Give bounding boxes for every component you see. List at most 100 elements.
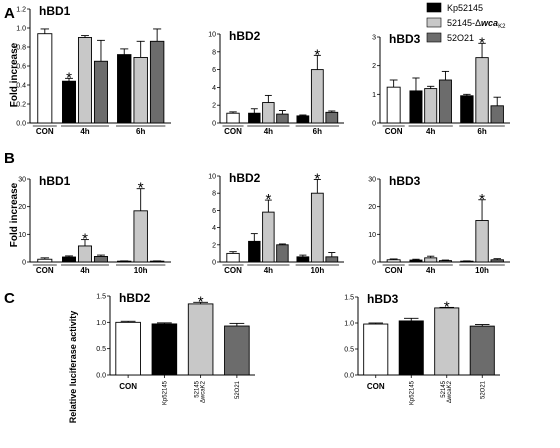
y-tick-label: 0.8 <box>16 45 26 52</box>
chart-title: hBD1 <box>39 174 71 188</box>
bar-con <box>226 251 240 263</box>
bar-rect <box>409 259 423 263</box>
bar-rect <box>310 69 324 124</box>
y-tick-label: 2 <box>212 103 216 110</box>
bar-rect <box>117 54 132 124</box>
bar-52o21 <box>438 70 452 124</box>
bar-rect <box>490 105 504 124</box>
panel-c-ylabel: Relative luciferase activity <box>68 311 78 424</box>
y-tick-label: 0.5 <box>344 347 354 354</box>
group-label-6h: 6h <box>477 127 486 136</box>
group-label-con: CON <box>224 266 242 275</box>
chart-title: hBD3 <box>389 174 421 188</box>
group-label-4h: 4h <box>264 127 273 136</box>
chart-b-hbd2: 0 2 4 6 8 10 hBD2 CON * 4h * 10h <box>208 170 344 275</box>
y-tick-label: 0 <box>372 121 376 128</box>
legend-swatch <box>426 2 442 13</box>
bar-52145-wca <box>133 40 148 124</box>
bar-rect <box>224 325 250 376</box>
significance-star: * <box>66 69 72 86</box>
bar-rect <box>276 244 289 263</box>
bar-rect <box>77 245 92 263</box>
x-tick-label: 52O21 <box>235 380 241 399</box>
bar-rect <box>296 115 310 124</box>
bar-rect <box>62 80 77 124</box>
panel-labels: A B C Fold increase Fold increase Relative lu… <box>4 5 78 423</box>
bar-kp52145 <box>460 260 474 263</box>
y-tick-label: 1 <box>372 92 376 99</box>
group-label-6h: 6h <box>313 127 322 136</box>
panel-a-ylabel: Fold increase <box>9 42 20 107</box>
bar-rect <box>296 256 310 263</box>
bar-52145-wca: * <box>475 191 489 263</box>
bar-kp52145 <box>248 233 261 263</box>
bar-52145-wca: * <box>475 34 489 124</box>
y-tick-label: 6 <box>212 67 216 74</box>
panel-letter-a: A <box>4 5 15 22</box>
y-tick-label: 0 <box>22 260 26 267</box>
legend-item-kp52145: Kp52145 <box>426 2 483 13</box>
bar-rect <box>37 33 53 124</box>
group-label-6h: 6h <box>136 127 145 136</box>
chart-title: hBD3 <box>389 32 421 46</box>
significance-star: * <box>82 231 88 248</box>
group-label-con: CON <box>36 266 54 275</box>
bar-52o21 <box>149 28 165 124</box>
bar-rect <box>475 220 489 263</box>
chart-title: hBD2 <box>229 29 261 43</box>
bar-kp52145 <box>409 258 423 263</box>
bar-con <box>37 257 53 263</box>
y-tick-label: 1.0 <box>344 321 354 328</box>
bar-kp52145 <box>296 114 310 124</box>
legend-label: 52O21 <box>447 33 474 43</box>
bar-rect <box>469 325 495 376</box>
chart-c-hbd3: 0.0 0.5 1.0 1.5 hBD3 CON Kp52145 * 52145 ΔwcaK2 52… <box>344 292 500 405</box>
bar-rect <box>434 307 460 376</box>
y-tick-label: 20 <box>368 204 376 211</box>
bar-rect <box>262 211 275 263</box>
group-label-con: CON <box>36 127 54 136</box>
bar-rect <box>37 258 53 263</box>
chart-title: hBD2 <box>229 171 261 185</box>
y-tick-label: 0.6 <box>16 64 26 71</box>
group-label-4h: 4h <box>80 127 89 136</box>
bar-kp52145 <box>248 108 261 124</box>
y-tick-label: 1.0 <box>96 320 106 327</box>
bar-rect <box>490 259 504 263</box>
bar-52o21 <box>224 322 250 376</box>
bar-rect <box>310 192 324 263</box>
legend-item-52145-wca: 52145-ΔwcaK2 <box>426 17 506 30</box>
chart-b-hbd3: 0 10 20 30 hBD3 CON 4h * 10h <box>368 174 510 275</box>
bar-52145-wca: * <box>434 298 460 376</box>
bar-52145-wca: * <box>310 170 324 263</box>
bar-rect <box>424 88 438 124</box>
bar-rect <box>62 256 77 263</box>
group-label-10h: 10h <box>310 266 324 275</box>
bar-rect <box>187 303 214 376</box>
bar-52o21 <box>490 258 504 263</box>
group-label-con: CON <box>385 266 403 275</box>
bar-rect <box>475 57 489 124</box>
y-tick-label: 0.0 <box>344 373 354 380</box>
bar-kp52145 <box>296 254 310 263</box>
bar-52o21 <box>490 96 504 124</box>
significance-star: * <box>314 170 320 187</box>
chart-a-hbd3: 0 1 2 3 hBD3 CON 4h * 6h <box>372 32 510 136</box>
y-tick-label: 1.2 <box>16 7 26 14</box>
bar-rect <box>77 37 92 124</box>
bar-rect <box>386 86 401 124</box>
bar-rect <box>133 57 148 124</box>
chart-a-hbd2: 0 2 4 6 8 10 hBD2 CON 4h * 6h <box>208 29 344 136</box>
y-tick-label: 1.5 <box>344 295 354 302</box>
significance-star: * <box>444 298 450 315</box>
y-tick-label: 10 <box>208 174 216 181</box>
significance-star: * <box>479 34 485 51</box>
bar-kp52145 <box>151 322 178 376</box>
bar-52145-wca <box>77 35 92 124</box>
bar-con <box>386 79 401 124</box>
y-tick-label: 8 <box>212 49 216 56</box>
bar-rect <box>409 90 423 124</box>
bar-rect <box>438 260 452 263</box>
chart-a-hbd1: 0.0 0.2 0.4 0.6 0.8 1.0 1.2 hBD1 CON * 4h 6h <box>16 4 171 136</box>
